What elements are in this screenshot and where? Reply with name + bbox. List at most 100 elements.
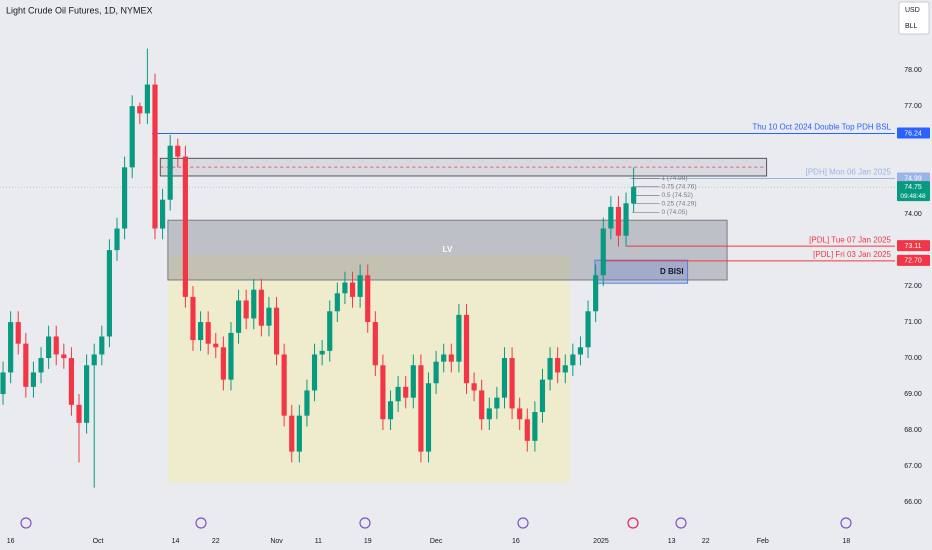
fib-label: 1 (74.99): [661, 175, 687, 182]
candle-body: [585, 311, 591, 348]
candle-body: [539, 379, 546, 413]
x-tick-label: Feb: [757, 538, 769, 545]
candle-body: [190, 296, 196, 341]
candle-body: [175, 145, 181, 157]
candle-body: [380, 365, 386, 420]
candle-body: [562, 365, 568, 373]
candle-body: [273, 307, 280, 355]
candle-body: [441, 354, 447, 362]
candle-body: [403, 386, 409, 398]
candle-body: [479, 390, 485, 420]
candle-body: [547, 358, 553, 380]
x-tick-label: 2025: [593, 538, 609, 545]
candle-body: [532, 412, 538, 441]
x-tick-label: 19: [364, 538, 372, 545]
x-tick-label: Oct: [93, 538, 104, 545]
candle-body: [160, 199, 166, 229]
price-badge-label: 76.24: [904, 130, 922, 137]
x-tick-label: 18: [842, 538, 850, 545]
candle-body: [517, 408, 523, 420]
level-text: [PDL] Tue 07 Jan 2025: [809, 235, 891, 244]
candle-body: [8, 322, 14, 373]
candle-body: [615, 206, 622, 236]
candle-body: [30, 372, 37, 387]
candle-body: [46, 336, 52, 359]
candle-body: [167, 145, 173, 200]
candle-body: [593, 275, 599, 312]
candle-body: [266, 307, 272, 326]
unit-button[interactable]: BLL: [905, 23, 918, 30]
level-text: [PDH] Mon 06 Jan 2025: [806, 168, 892, 177]
candle-body: [395, 386, 401, 402]
price-badge-label: 72.70: [904, 258, 922, 265]
candle-body: [220, 347, 226, 380]
fib-label: 0.5 (74.52): [661, 192, 692, 199]
candle-body: [91, 354, 97, 366]
candle-body: [319, 350, 325, 355]
candle-body: [524, 419, 530, 441]
candle-body: [76, 404, 82, 423]
x-tick-label: 22: [702, 538, 710, 545]
plot: LV D BISI Thu 10 Oct 2024 Double Top PDH B…: [0, 48, 895, 488]
y-tick-label: 72.00: [904, 283, 922, 290]
candle-body: [99, 336, 105, 355]
candle-body: [235, 300, 242, 333]
zone-box: [594, 259, 689, 284]
toolbar-box: [898, 1, 930, 35]
candle-body: [509, 358, 515, 409]
x-tick-label: 13: [668, 538, 676, 545]
candle-body: [600, 228, 606, 276]
candle-body: [311, 354, 318, 391]
candle-body: [243, 300, 249, 319]
candle-body: [387, 401, 394, 420]
candle-body: [137, 106, 143, 114]
y-tick-label: 67.00: [904, 463, 922, 470]
x-tick-label: 11: [315, 538, 322, 545]
x-tick-label: Dec: [430, 538, 443, 545]
y-tick-label: 78.00: [904, 67, 922, 74]
price-badge-label: 73.11: [905, 243, 922, 250]
y-tick-label: 71.00: [904, 319, 922, 326]
fib-label: 0.25 (74.29): [661, 200, 696, 207]
y-tick-label: 69.00: [904, 391, 922, 398]
price-badge-label: 74.75: [904, 184, 922, 191]
y-tick-label: 70.00: [904, 355, 922, 362]
candle-body: [327, 311, 333, 351]
candle-body: [152, 84, 158, 229]
candle-body: [365, 275, 371, 323]
currency-button[interactable]: USD: [905, 7, 920, 14]
chart-title: Light Crude Oil Futures, 1D, NYMEX: [6, 5, 153, 15]
candle-body: [494, 397, 500, 409]
candle-body: [251, 289, 257, 319]
candle-body: [349, 282, 356, 297]
candle-body: [23, 343, 29, 387]
x-tick-label: 16: [7, 538, 15, 545]
candle-body: [289, 415, 295, 452]
fib-label: 0.75 (74.76): [661, 183, 696, 190]
zone-label: LV: [443, 245, 453, 254]
candle-body: [84, 365, 90, 423]
event-icons: [20, 517, 852, 529]
y-tick-label: 77.00: [904, 103, 922, 110]
candle-body: [197, 322, 204, 341]
candle-body: [334, 293, 340, 312]
candle-body: [213, 343, 219, 348]
y-tick-label: 68.00: [904, 427, 922, 434]
candle-body: [555, 358, 561, 373]
price-badge: [897, 127, 930, 139]
candle-body: [577, 347, 584, 355]
candle-body: [410, 365, 416, 398]
countdown: 09:48:48: [900, 193, 926, 200]
price-badge: [897, 240, 930, 252]
candle-body: [304, 390, 310, 416]
candle-body: [418, 365, 424, 452]
candle-body: [608, 206, 614, 229]
candle-body: [258, 289, 264, 326]
candle-body: [357, 275, 363, 297]
zone-box: [167, 219, 728, 281]
candle-body: [425, 383, 432, 452]
y-tick-label: 66.00: [904, 499, 922, 506]
candle-body: [372, 322, 378, 366]
x-tick-label: Nov: [270, 538, 283, 545]
